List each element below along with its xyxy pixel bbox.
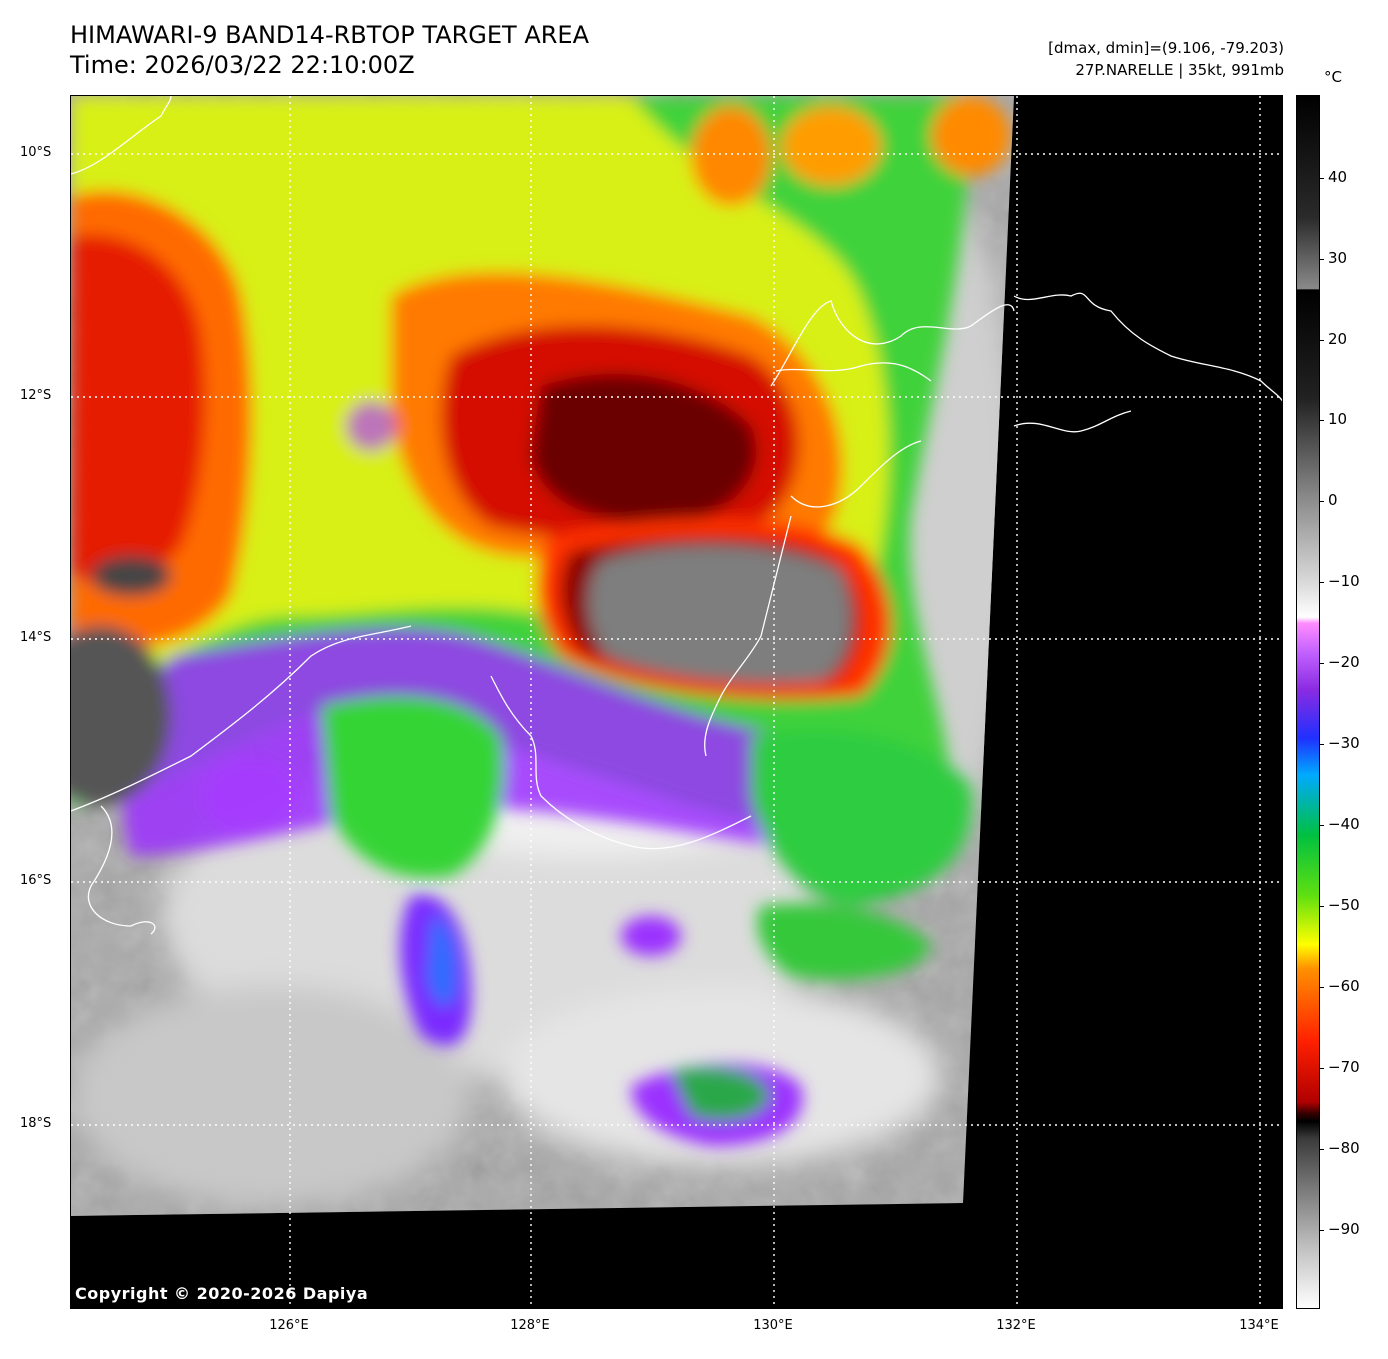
colorbar-tick-minus50: −50	[1328, 896, 1360, 914]
colorbar-tick-30: 30	[1328, 249, 1348, 267]
satellite-image	[71, 96, 1282, 1308]
colorbar-tick-minus80: −80	[1328, 1139, 1360, 1157]
figure-title: HIMAWARI-9 BAND14-RBTOP TARGET AREA Time…	[70, 20, 589, 80]
dmax-dmin-label: [dmax, dmin]=(9.106, -79.203)	[1048, 39, 1284, 57]
colorbar-tick-minus90: −90	[1328, 1220, 1360, 1238]
lat-label-12s: 12°S	[20, 388, 52, 403]
satellite-map	[70, 95, 1283, 1309]
lat-label-18s: 18°S	[20, 1116, 52, 1131]
lon-label-132e: 132°E	[996, 1318, 1036, 1333]
coastline	[71, 96, 1282, 935]
colorbar-tick-0: 0	[1328, 491, 1338, 509]
colorbar-tick-mark	[1320, 1149, 1324, 1150]
lon-label-130e: 130°E	[753, 1318, 793, 1333]
lon-label-126e: 126°E	[269, 1318, 309, 1333]
lon-label-128e: 128°E	[510, 1318, 550, 1333]
lat-label-10s: 10°S	[20, 145, 52, 160]
colorbar-tick-mark	[1320, 420, 1324, 421]
copyright-notice: Copyright © 2020-2026 Dapiya	[75, 1284, 369, 1303]
colorbar-tick-mark	[1320, 825, 1324, 826]
colorbar-tick-mark	[1320, 259, 1324, 260]
colorbar-tick-mark	[1320, 582, 1324, 583]
colorbar-tick-minus40: −40	[1328, 815, 1360, 833]
storm-info: [dmax, dmin]=(9.106, -79.203) 27P.NARELL…	[1048, 37, 1284, 81]
colorbar-tick-mark	[1320, 663, 1324, 664]
title-line-product: HIMAWARI-9 BAND14-RBTOP TARGET AREA	[70, 21, 590, 49]
lon-label-134e: 134°E	[1239, 1318, 1279, 1333]
colorbar-tick-20: 20	[1328, 330, 1348, 348]
colorbar-unit: °C	[1324, 68, 1342, 86]
imagery-swath	[71, 96, 1014, 1216]
colorbar-tick-mark	[1320, 340, 1324, 341]
colorbar-tick-minus60: −60	[1328, 977, 1360, 995]
colorbar-tick-minus30: −30	[1328, 734, 1360, 752]
colorbar-tick-mark	[1320, 1068, 1324, 1069]
colorbar-tick-mark	[1320, 1230, 1324, 1231]
colorbar	[1296, 95, 1320, 1309]
colorbar-tick-mark	[1320, 906, 1324, 907]
colorbar-tick-mark	[1320, 744, 1324, 745]
colorbar-tick-mark	[1320, 501, 1324, 502]
colorbar-tick-mark	[1320, 987, 1324, 988]
storm-label: 27P.NARELLE | 35kt, 991mb	[1075, 61, 1284, 79]
graticule	[71, 96, 1282, 1308]
colorbar-tick-minus70: −70	[1328, 1058, 1360, 1076]
colorbar-tick-40: 40	[1328, 168, 1348, 186]
lat-label-16s: 16°S	[20, 873, 52, 888]
colorbar-tick-mark	[1320, 178, 1324, 179]
lat-label-14s: 14°S	[20, 630, 52, 645]
colorbar-tick-10: 10	[1328, 410, 1348, 428]
title-line-time: Time: 2026/03/22 22:10:00Z	[70, 51, 415, 79]
colorbar-tick-minus10: −10	[1328, 572, 1360, 590]
colorbar-tick-minus20: −20	[1328, 653, 1360, 671]
